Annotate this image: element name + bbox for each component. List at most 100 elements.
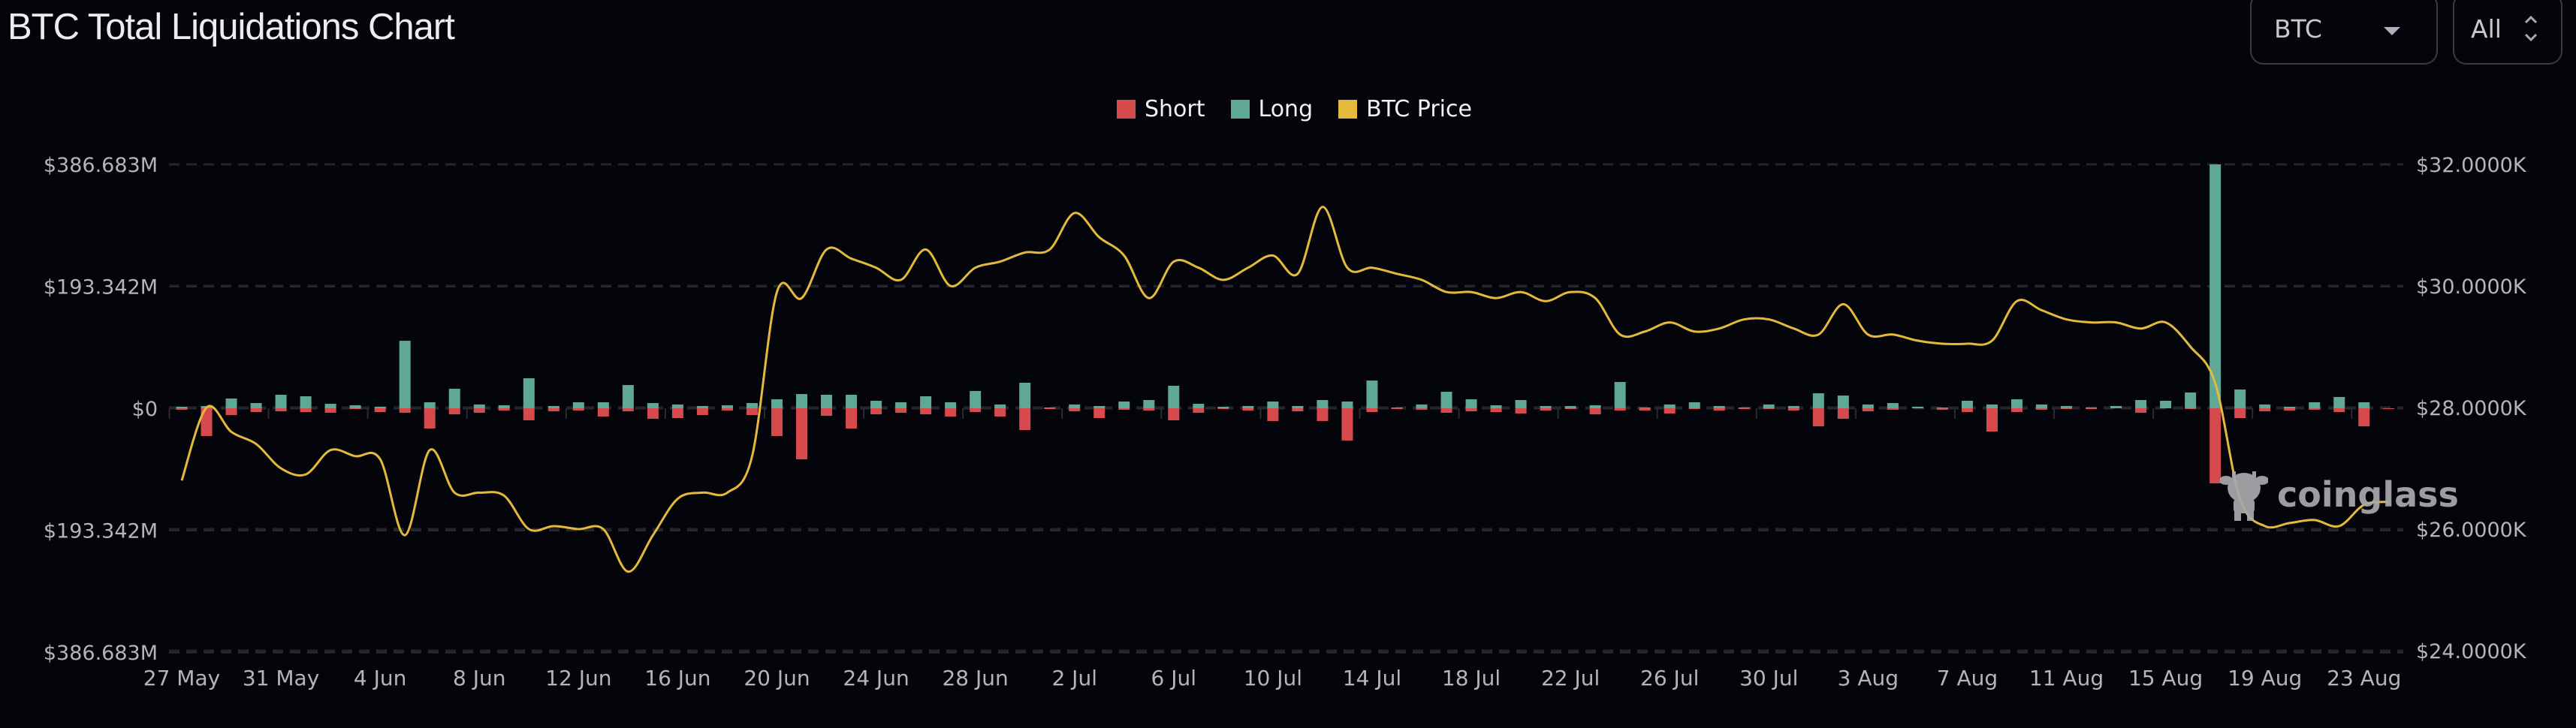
short-bar[interactable] — [547, 408, 560, 412]
long-bar[interactable] — [2010, 399, 2022, 408]
long-bar[interactable] — [1168, 385, 1180, 408]
short-bar[interactable] — [1465, 408, 1477, 412]
short-bar[interactable] — [2061, 408, 2073, 410]
short-bar[interactable] — [647, 408, 659, 420]
short-bar[interactable] — [1738, 408, 1750, 410]
long-bar[interactable] — [597, 402, 609, 408]
short-bar[interactable] — [275, 408, 287, 412]
long-bar[interactable] — [1019, 382, 1031, 408]
long-bar[interactable] — [1540, 405, 1552, 408]
long-bar[interactable] — [2185, 392, 2197, 408]
long-bar[interactable] — [945, 402, 957, 408]
short-bar[interactable] — [622, 408, 634, 412]
long-bar[interactable] — [970, 390, 982, 408]
short-bar[interactable] — [399, 408, 411, 413]
short-bar[interactable] — [424, 408, 436, 429]
short-bar[interactable] — [746, 408, 758, 415]
long-bar[interactable] — [2309, 402, 2321, 408]
short-bar[interactable] — [1862, 408, 1874, 412]
short-bar[interactable] — [250, 408, 262, 413]
short-bar[interactable] — [1589, 408, 1601, 414]
long-bar[interactable] — [920, 396, 932, 408]
short-bar[interactable] — [1019, 408, 1031, 430]
short-bar[interactable] — [2358, 408, 2370, 427]
short-bar[interactable] — [1614, 408, 1626, 411]
short-bar[interactable] — [771, 408, 783, 436]
short-bar[interactable] — [1317, 408, 1329, 421]
short-bar[interactable] — [2185, 408, 2197, 410]
short-bar[interactable] — [2135, 408, 2147, 413]
short-bar[interactable] — [1961, 408, 1973, 413]
long-bar[interactable] — [1465, 399, 1477, 408]
short-bar[interactable] — [1044, 408, 1056, 410]
long-bar[interactable] — [771, 399, 783, 408]
long-bar[interactable] — [2160, 400, 2172, 408]
long-bar[interactable] — [572, 402, 584, 408]
short-bar[interactable] — [671, 408, 683, 419]
short-bar[interactable] — [1069, 408, 1081, 412]
short-bar[interactable] — [846, 408, 858, 429]
long-bar[interactable] — [275, 395, 287, 408]
short-bar[interactable] — [1986, 408, 1998, 432]
long-bar[interactable] — [2110, 405, 2122, 408]
long-bar[interactable] — [671, 404, 683, 408]
short-bar[interactable] — [1515, 408, 1527, 414]
long-bar[interactable] — [1143, 399, 1155, 408]
long-bar[interactable] — [821, 395, 833, 408]
long-bar[interactable] — [2061, 405, 2073, 408]
short-bar[interactable] — [1341, 408, 1353, 441]
long-bar[interactable] — [1862, 404, 1874, 408]
long-bar[interactable] — [1440, 391, 1452, 408]
long-bar[interactable] — [1986, 404, 1998, 408]
short-bar[interactable] — [895, 408, 907, 413]
long-bar[interactable] — [1366, 381, 1378, 408]
short-bar[interactable] — [1267, 408, 1279, 421]
long-bar[interactable] — [1217, 406, 1229, 408]
short-bar[interactable] — [498, 408, 510, 411]
long-bar[interactable] — [1069, 404, 1081, 408]
long-bar[interactable] — [473, 404, 485, 408]
long-bar[interactable] — [994, 404, 1006, 408]
short-bar[interactable] — [1664, 408, 1676, 414]
short-bar[interactable] — [572, 408, 584, 411]
long-bar[interactable] — [1713, 405, 1725, 408]
long-bar[interactable] — [2036, 404, 2047, 408]
long-bar[interactable] — [300, 396, 312, 408]
short-bar[interactable] — [2210, 408, 2222, 484]
long-bar[interactable] — [1763, 404, 1775, 408]
long-bar[interactable] — [1887, 403, 1899, 408]
long-bar[interactable] — [870, 400, 882, 408]
long-bar[interactable] — [1812, 393, 1824, 408]
long-bar[interactable] — [622, 384, 634, 408]
long-bar[interactable] — [250, 403, 262, 408]
short-bar[interactable] — [1440, 408, 1452, 413]
legend-item-btc-price[interactable]: BTC Price — [1338, 96, 1472, 122]
short-bar[interactable] — [473, 408, 485, 413]
long-bar[interactable] — [1341, 402, 1353, 408]
long-bar[interactable] — [374, 406, 386, 408]
short-bar[interactable] — [920, 408, 932, 414]
short-bar[interactable] — [2234, 408, 2246, 419]
long-bar[interactable] — [1911, 406, 1923, 408]
long-bar[interactable] — [2284, 406, 2296, 408]
short-bar[interactable] — [1564, 408, 1576, 410]
liquidation-bars[interactable] — [176, 164, 2395, 484]
short-bar[interactable] — [1416, 408, 1428, 411]
long-bar[interactable] — [696, 405, 708, 408]
short-bar[interactable] — [1887, 408, 1899, 411]
short-bar[interactable] — [2010, 408, 2022, 413]
short-bar[interactable] — [1118, 408, 1130, 411]
short-bar[interactable] — [1366, 408, 1378, 413]
long-bar[interactable] — [1193, 404, 1205, 408]
long-bar[interactable] — [1787, 405, 1799, 408]
long-bar[interactable] — [2259, 404, 2271, 408]
short-bar[interactable] — [945, 408, 957, 417]
range-select[interactable]: All — [2453, 0, 2562, 65]
long-bar[interactable] — [1515, 399, 1527, 408]
long-bar[interactable] — [746, 403, 758, 408]
short-bar[interactable] — [324, 408, 336, 413]
short-bar[interactable] — [1242, 408, 1254, 411]
short-bar[interactable] — [1837, 408, 1849, 420]
long-bar[interactable] — [399, 341, 411, 408]
